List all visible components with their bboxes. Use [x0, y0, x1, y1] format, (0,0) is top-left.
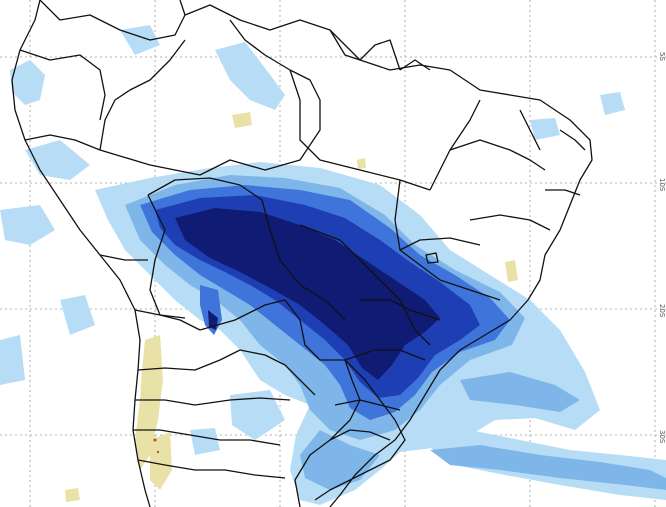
lat-label-20s: 20S: [658, 304, 666, 318]
precip-red-specks: [153, 438, 160, 454]
lat-label-30s: 30S: [658, 430, 666, 444]
country-borders: [11, 0, 593, 507]
latitude-labels: 5S 10S 20S 30S: [658, 52, 666, 444]
lat-label-10s: 10S: [658, 178, 666, 192]
lat-label-5s: 5S: [658, 52, 666, 61]
